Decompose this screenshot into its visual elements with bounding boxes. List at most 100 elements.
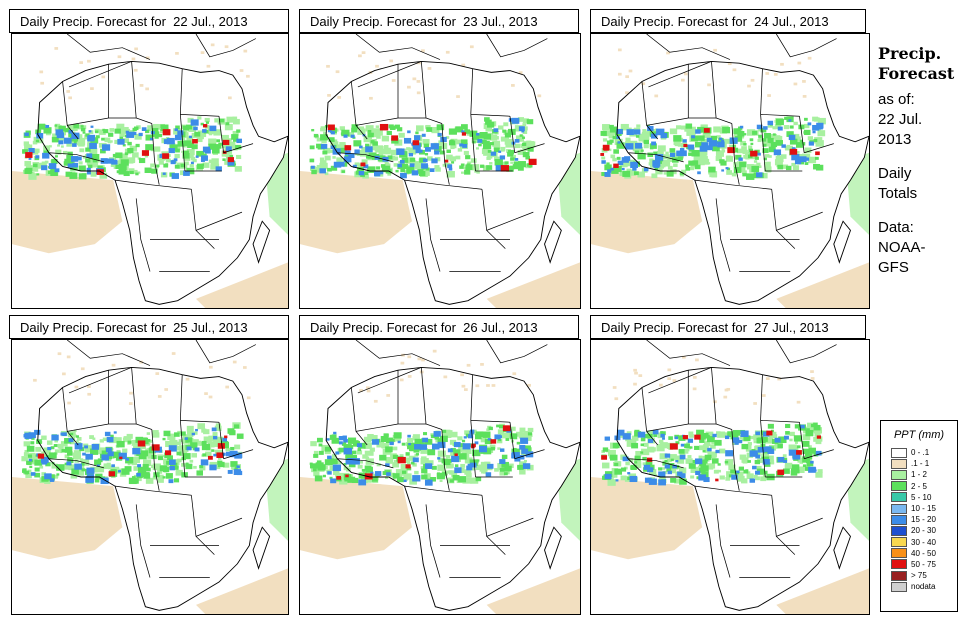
precip-cell <box>814 156 819 160</box>
dry-speck <box>39 70 44 74</box>
precip-cell <box>633 129 641 135</box>
precip-cell <box>186 425 194 432</box>
precip-cell <box>89 148 98 155</box>
precip-cell <box>689 446 693 449</box>
precip-cell <box>455 139 462 145</box>
legend-item: 20 - 30 <box>881 525 957 536</box>
precip-cell <box>381 165 391 173</box>
country-border <box>135 504 151 578</box>
precip-cell <box>55 149 62 155</box>
precip-cell <box>54 449 60 453</box>
precip-cell <box>141 150 149 156</box>
precip-cell <box>114 139 120 144</box>
precip-cell <box>405 478 409 481</box>
precip-cell <box>382 156 389 162</box>
precip-cell <box>768 140 772 143</box>
precip-cell <box>814 137 823 144</box>
legend-swatch <box>891 492 907 503</box>
precip-cell <box>763 126 768 130</box>
precip-map <box>590 33 870 309</box>
precip-cell <box>201 440 207 445</box>
dry-speck <box>134 47 138 51</box>
precip-cell <box>634 455 641 461</box>
precip-belt <box>600 116 826 180</box>
precip-cell <box>368 451 374 456</box>
precip-cell <box>699 460 706 466</box>
precip-cell <box>496 439 503 444</box>
precip-cell <box>756 124 763 130</box>
precip-cell <box>673 135 682 142</box>
precip-cell <box>439 479 443 483</box>
precip-cell <box>755 445 761 450</box>
precip-cell <box>504 132 512 138</box>
precip-cell <box>151 168 158 174</box>
precip-cell <box>232 118 240 125</box>
precip-cell <box>600 153 605 156</box>
precip-cell <box>817 142 823 147</box>
precip-cell <box>142 464 149 469</box>
precip-cell <box>72 143 77 147</box>
precip-cell <box>461 439 466 443</box>
precip-cell <box>725 450 734 457</box>
precip-cell <box>694 458 703 465</box>
precip-cell <box>394 124 400 129</box>
precip-cell <box>797 457 804 463</box>
precip-cell <box>685 448 690 452</box>
precip-cell <box>684 443 690 449</box>
precip-cell <box>433 431 441 437</box>
africa-map <box>591 34 869 308</box>
precip-cell <box>36 173 40 176</box>
precip-cell <box>329 127 337 134</box>
precip-cell <box>174 134 182 141</box>
precip-cell <box>814 117 820 122</box>
precip-cell <box>754 156 759 160</box>
precip-cell <box>403 479 407 483</box>
precip-cell <box>750 142 754 145</box>
precip-cell <box>749 138 754 142</box>
dry-speck <box>62 372 66 376</box>
precip-cell <box>517 117 524 122</box>
precip-cell <box>711 440 716 445</box>
precip-cell <box>653 151 658 155</box>
precip-cell <box>401 157 409 163</box>
precip-cell <box>118 452 127 460</box>
precip-cell <box>662 437 665 440</box>
precip-cell <box>358 171 365 176</box>
precip-cell <box>100 148 106 154</box>
dry-speck <box>727 62 732 66</box>
precip-cell <box>416 161 421 165</box>
precip-cell <box>755 470 760 475</box>
dry-speck <box>672 379 677 382</box>
precip-map <box>590 339 870 615</box>
precip-cell <box>383 145 389 149</box>
precip-cell <box>628 458 634 463</box>
precip-cell <box>760 476 767 482</box>
dry-zone-south <box>196 262 288 308</box>
precip-cell <box>137 471 145 478</box>
precip-cell <box>111 464 115 468</box>
precip-cell <box>146 432 150 435</box>
dry-speck <box>412 77 417 81</box>
precip-cell <box>185 437 193 443</box>
precip-cell <box>643 167 649 172</box>
precip-cell <box>470 462 477 468</box>
precip-cell <box>669 443 678 450</box>
country-border <box>470 114 476 172</box>
precip-cell <box>737 148 743 154</box>
precip-cell <box>236 138 242 144</box>
precip-cell <box>436 124 445 131</box>
precip-cell <box>642 135 650 141</box>
precip-cell <box>637 152 646 160</box>
country-border <box>470 114 511 117</box>
precip-cell <box>329 476 333 480</box>
precip-cell <box>169 466 175 471</box>
precip-cell <box>191 144 198 150</box>
precip-cell <box>732 430 741 436</box>
precip-cell <box>644 477 652 483</box>
precip-cell <box>664 460 668 463</box>
precip-cell <box>511 117 520 124</box>
precip-cell <box>153 472 160 478</box>
precip-cell <box>493 147 500 153</box>
precip-cell <box>812 130 816 134</box>
precip-cell <box>413 152 417 155</box>
